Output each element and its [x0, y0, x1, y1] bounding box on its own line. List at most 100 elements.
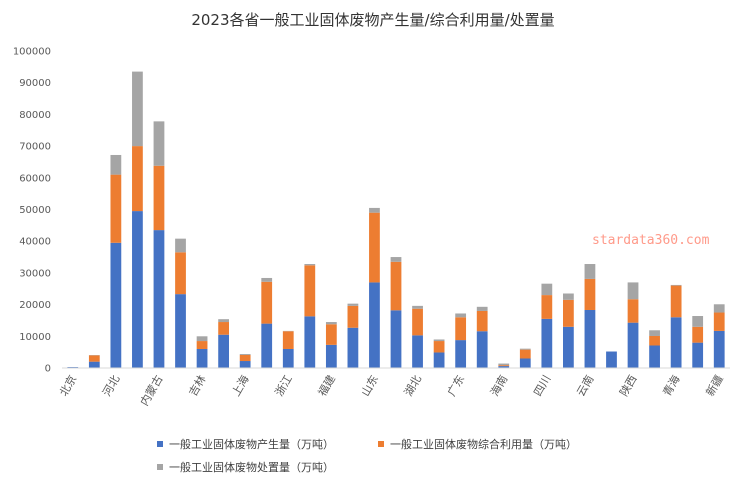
bar-segment	[325, 344, 337, 368]
x-tick-label: 陕西	[617, 373, 640, 399]
bar-segment	[541, 295, 553, 319]
bar-segment	[455, 317, 467, 341]
legend-label: 一般工业固体废物处置量（万吨）	[169, 460, 334, 474]
bar-segment	[519, 349, 531, 359]
bar-segment	[433, 341, 445, 353]
x-tick-label: 湖北	[402, 373, 424, 399]
x-tick-label: 浙江	[273, 373, 295, 399]
bar-segment	[218, 319, 229, 323]
y-tick-label: 90000	[19, 78, 51, 89]
bar-segment	[563, 326, 574, 368]
bar-segment	[196, 336, 208, 342]
bar-segment	[369, 212, 380, 283]
bar-segment	[88, 355, 100, 362]
bar-segment	[412, 308, 423, 336]
bar-segment	[692, 316, 704, 327]
bar-segment	[455, 340, 467, 368]
bar-segment	[196, 341, 208, 349]
bar-segment	[627, 299, 639, 323]
bar-segment	[282, 348, 294, 368]
bar-segment	[498, 363, 510, 366]
x-tick-label: 新疆	[703, 373, 726, 399]
x-tick-label: 青海	[660, 373, 683, 399]
bar-segment	[713, 330, 725, 368]
bar-segment	[713, 304, 725, 313]
y-tick-label: 0	[45, 364, 51, 375]
y-tick-label: 20000	[19, 300, 51, 311]
bar-segment	[498, 365, 510, 367]
bar-segment	[498, 366, 510, 368]
bar-segment	[347, 327, 359, 368]
bar-segment	[692, 342, 704, 368]
bar-segment	[563, 299, 574, 327]
bar-segment	[304, 264, 316, 266]
bar-segment	[476, 310, 488, 332]
legend: 一般工业固体废物产生量（万吨） 一般工业固体废物综合利用量（万吨） 一般工业固体废物…	[157, 437, 577, 474]
legend-label: 一般工业固体废物综合利用量（万吨）	[390, 437, 577, 451]
bar-segment	[627, 322, 639, 368]
bars	[67, 71, 725, 368]
bar-segment	[670, 284, 682, 286]
bar-segment	[175, 252, 186, 295]
chart-title: 2023各省一般工业固体废物产生量/综合利用量/处置量	[191, 11, 554, 29]
bar-segment	[455, 313, 467, 318]
bar-segment	[412, 335, 423, 368]
legend-swatch	[157, 464, 163, 470]
bar-segment	[110, 242, 122, 368]
bar-segment	[325, 322, 337, 325]
x-tick-label: 广东	[445, 373, 467, 399]
bar-segment	[390, 261, 402, 311]
bar-segment	[692, 326, 704, 343]
x-tick-label: 上海	[229, 373, 252, 399]
bar-segment	[153, 121, 165, 166]
bar-segment	[196, 348, 208, 368]
bar-segment	[433, 339, 445, 342]
bar-segment	[541, 318, 553, 368]
y-tick-label: 100000	[13, 47, 51, 58]
bar-segment	[218, 334, 229, 368]
x-tick-label: 海南	[487, 373, 510, 399]
bar-segment	[239, 361, 251, 368]
x-axis: 北京 河北 内蒙古 吉林 上海 浙江 福建 山东 湖北 广东 海南 四川 云南 陕西 青海 新疆	[56, 373, 726, 409]
bar-segment	[433, 352, 445, 368]
bar-segment	[325, 324, 337, 345]
bar-segment	[670, 317, 682, 368]
bar-segment	[218, 322, 229, 335]
x-tick-label: 北京	[56, 373, 79, 399]
x-tick-label: 福建	[315, 373, 338, 399]
y-tick-label: 60000	[19, 173, 51, 184]
x-tick-label: 河北	[100, 373, 122, 399]
legend-label: 一般工业固体废物产生量（万吨）	[169, 437, 334, 451]
y-tick-label: 30000	[19, 268, 51, 279]
bar-segment	[347, 303, 359, 306]
legend-swatch	[378, 441, 384, 447]
bar-segment	[541, 283, 553, 296]
bar-segment	[584, 309, 596, 368]
bar-segment	[347, 305, 359, 328]
bar-segment	[175, 238, 186, 253]
watermark: stardata360.com	[592, 233, 710, 248]
y-tick-label: 10000	[19, 332, 51, 343]
bar-segment	[132, 146, 143, 212]
x-tick-label: 内蒙古	[137, 373, 166, 409]
bar-segment	[584, 278, 596, 310]
x-tick-label: 吉林	[186, 373, 209, 399]
bar-segment	[239, 354, 251, 356]
bar-segment	[713, 312, 725, 331]
bar-segment	[627, 282, 639, 300]
bar-segment	[304, 265, 316, 317]
bar-segment	[390, 310, 402, 368]
bar-segment	[649, 330, 660, 336]
bar-segment	[153, 165, 165, 231]
y-tick-label: 80000	[19, 110, 51, 121]
x-tick-label: 四川	[531, 373, 553, 399]
bar-segment	[649, 335, 660, 346]
bar-segment	[261, 281, 273, 324]
bar-segment	[519, 358, 531, 368]
bar-segment	[369, 207, 380, 213]
bar-segment	[563, 293, 574, 300]
bar-segment	[606, 351, 617, 368]
y-tick-label: 40000	[19, 237, 51, 248]
bar-segment	[476, 331, 488, 368]
